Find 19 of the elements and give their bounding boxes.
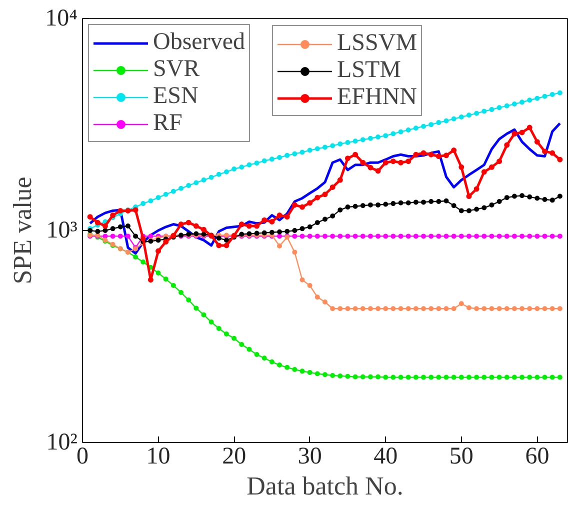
x-tick-label: 20 — [222, 444, 246, 470]
y-tick-label: 10⁴ — [45, 6, 78, 32]
y-tick-label: 10³ — [46, 218, 78, 244]
legend-label: Observed — [153, 29, 245, 56]
x-tick-label: 10 — [146, 444, 170, 470]
x-tick-label: 0 — [76, 444, 88, 470]
legend-label: RF — [153, 110, 182, 137]
x-tick-label: 50 — [449, 444, 474, 470]
legend-label: LSTM — [337, 57, 402, 84]
x-tick-label: 40 — [374, 444, 398, 470]
legend-label: ESN — [153, 83, 198, 110]
legend-label: EFHNN — [337, 84, 418, 111]
x-tick-label: 60 — [525, 444, 550, 470]
y-axis-title: SPE value — [8, 176, 38, 284]
x-axis-title: Data batch No. — [246, 472, 404, 500]
legend-label: SVR — [153, 56, 200, 83]
y-tick-label: 10² — [46, 430, 78, 456]
legend-label: LSSVM — [337, 30, 418, 57]
x-tick-label: 30 — [298, 444, 322, 470]
